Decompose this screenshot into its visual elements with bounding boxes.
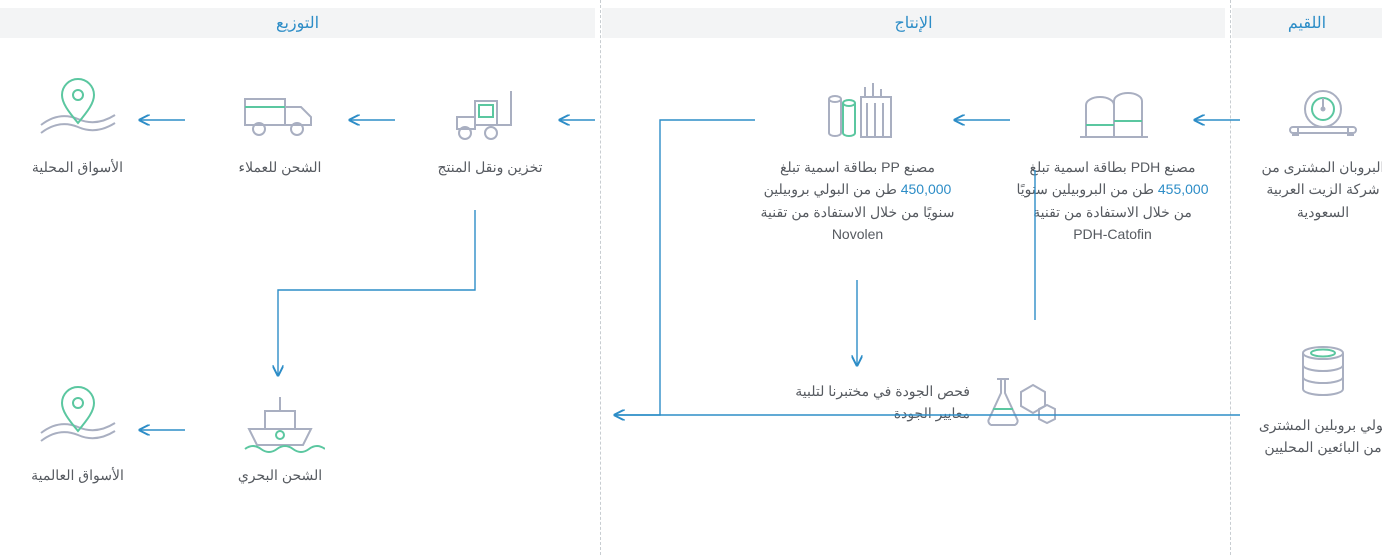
node-ship_customers: الشحن للعملاء <box>195 72 365 178</box>
node-propane: البروبان المشترى من شركة الزيت العربية ا… <box>1248 72 1382 223</box>
storage-tanks-icon <box>1015 72 1210 152</box>
node-label: بولي بروبلين المشترى من البائعين المحليي… <box>1248 414 1382 459</box>
map-pin-icon <box>0 72 155 152</box>
node-sea_freight: الشحن البحري <box>195 380 365 486</box>
arrow-store-to-sea <box>278 210 475 375</box>
gauge-icon <box>1248 72 1382 152</box>
lab-icon <box>970 360 1070 440</box>
pp-plant-icon <box>760 72 955 152</box>
section-header-feedstock: اللقيم <box>1232 8 1382 38</box>
node-label: الأسواق المحلية <box>0 156 155 178</box>
section-header-label: الإنتاج <box>894 13 932 33</box>
highlight-value: 450,000 <box>901 181 952 197</box>
node-label: مصنع PDH بطاقة اسمية تبلغ 455,000 طن من … <box>1015 156 1210 246</box>
section-header-distribution: التوزيع <box>0 8 595 38</box>
node-label: الشحن للعملاء <box>195 156 365 178</box>
node-local_markets: الأسواق المحلية <box>0 72 155 178</box>
truck-icon <box>195 72 365 152</box>
map-pin-icon <box>0 380 155 460</box>
node-polypropylene_buy: بولي بروبلين المشترى من البائعين المحليي… <box>1248 330 1382 459</box>
barrel-icon <box>1248 330 1382 410</box>
node-label: فحص الجودة في مختبرنا لتلبية معايير الجو… <box>770 380 970 425</box>
node-quality: فحص الجودة في مختبرنا لتلبية معايير الجو… <box>770 360 1070 440</box>
node-label: البروبان المشترى من شركة الزيت العربية ا… <box>1248 156 1382 223</box>
section-header-label: اللقيم <box>1288 13 1326 33</box>
section-divider-0 <box>600 0 601 555</box>
arrow-pp-to-dist <box>615 120 755 415</box>
node-label: الشحن البحري <box>195 464 365 486</box>
ship-icon <box>195 380 365 460</box>
node-pdh: مصنع PDH بطاقة اسمية تبلغ 455,000 طن من … <box>1015 72 1210 246</box>
section-header-label: التوزيع <box>276 13 319 33</box>
node-label: تخزين ونقل المنتج <box>405 156 575 178</box>
node-label: مصنع PP بطاقة اسمية تبلغ 450,000 طن من ا… <box>760 156 955 246</box>
forklift-icon <box>405 72 575 152</box>
section-divider-1 <box>1230 0 1231 555</box>
node-pp: مصنع PP بطاقة اسمية تبلغ 450,000 طن من ا… <box>760 72 955 246</box>
section-header-production: الإنتاج <box>602 8 1225 38</box>
node-store_transport: تخزين ونقل المنتج <box>405 72 575 178</box>
highlight-value: 455,000 <box>1158 181 1209 197</box>
node-global_markets: الأسواق العالمية <box>0 380 155 486</box>
node-label: الأسواق العالمية <box>0 464 155 486</box>
